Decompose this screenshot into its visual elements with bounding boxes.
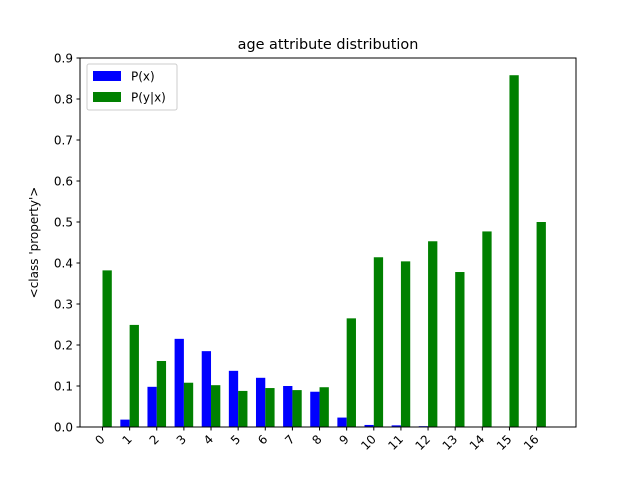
y-tick-label-0.7: 0.7 xyxy=(54,133,73,147)
bar-px-8 xyxy=(310,391,320,427)
bar-pyx-8 xyxy=(319,387,329,427)
bar-pyx-13 xyxy=(455,272,465,427)
y-tick-label-0.2: 0.2 xyxy=(54,338,73,352)
bar-px-3 xyxy=(174,338,184,427)
bar-px-4 xyxy=(201,351,212,427)
bar-px-10 xyxy=(364,424,374,427)
bar-pyx-2 xyxy=(156,360,167,427)
bar-pyx-0 xyxy=(102,270,112,427)
bar-pyx-9 xyxy=(346,318,356,427)
bar-pyx-14 xyxy=(482,231,492,427)
bar-pyx-12 xyxy=(428,241,438,427)
bar-px-5 xyxy=(228,370,239,427)
bar-px-7 xyxy=(283,386,293,427)
y-tick-label-0.0: 0.0 xyxy=(54,420,73,434)
bar-pyx-4 xyxy=(211,385,221,427)
bar-px-1 xyxy=(120,419,130,427)
legend-swatch-px xyxy=(93,71,121,81)
y-tick-label-0.1: 0.1 xyxy=(54,379,73,393)
bar-pyx-6 xyxy=(265,388,275,427)
legend-label-pyx: P(y|x) xyxy=(131,91,166,105)
bar-pyx-15 xyxy=(509,75,519,427)
bar-px-9 xyxy=(337,417,347,427)
bar-pyx-16 xyxy=(536,222,546,427)
y-tick-label-0.5: 0.5 xyxy=(54,215,73,229)
bar-pyx-7 xyxy=(292,390,302,427)
bar-pyx-10 xyxy=(373,257,384,427)
y-tick-label-0.9: 0.9 xyxy=(54,51,73,65)
bar-pyx-1 xyxy=(129,324,139,427)
legend-swatch-pyx xyxy=(93,92,121,102)
legend-label-px: P(x) xyxy=(131,70,155,84)
bar-px-2 xyxy=(147,386,157,427)
bar-px-6 xyxy=(255,377,266,427)
chart-title: age attribute distribution xyxy=(238,37,419,53)
y-tick-label-0.3: 0.3 xyxy=(54,297,73,311)
y-tick-label-0.4: 0.4 xyxy=(54,256,73,270)
bar-pyx-5 xyxy=(238,390,248,427)
y-axis-label: <class 'property'> xyxy=(27,187,41,299)
legend: P(x) P(y|x) xyxy=(86,63,178,111)
bar-pyx-3 xyxy=(183,382,194,427)
bar-pyx-11 xyxy=(400,261,411,427)
y-tick-label-0.8: 0.8 xyxy=(54,92,73,106)
axes-frame xyxy=(79,57,577,428)
y-tick-label-0.6: 0.6 xyxy=(54,174,73,188)
bar-px-11 xyxy=(391,425,401,427)
